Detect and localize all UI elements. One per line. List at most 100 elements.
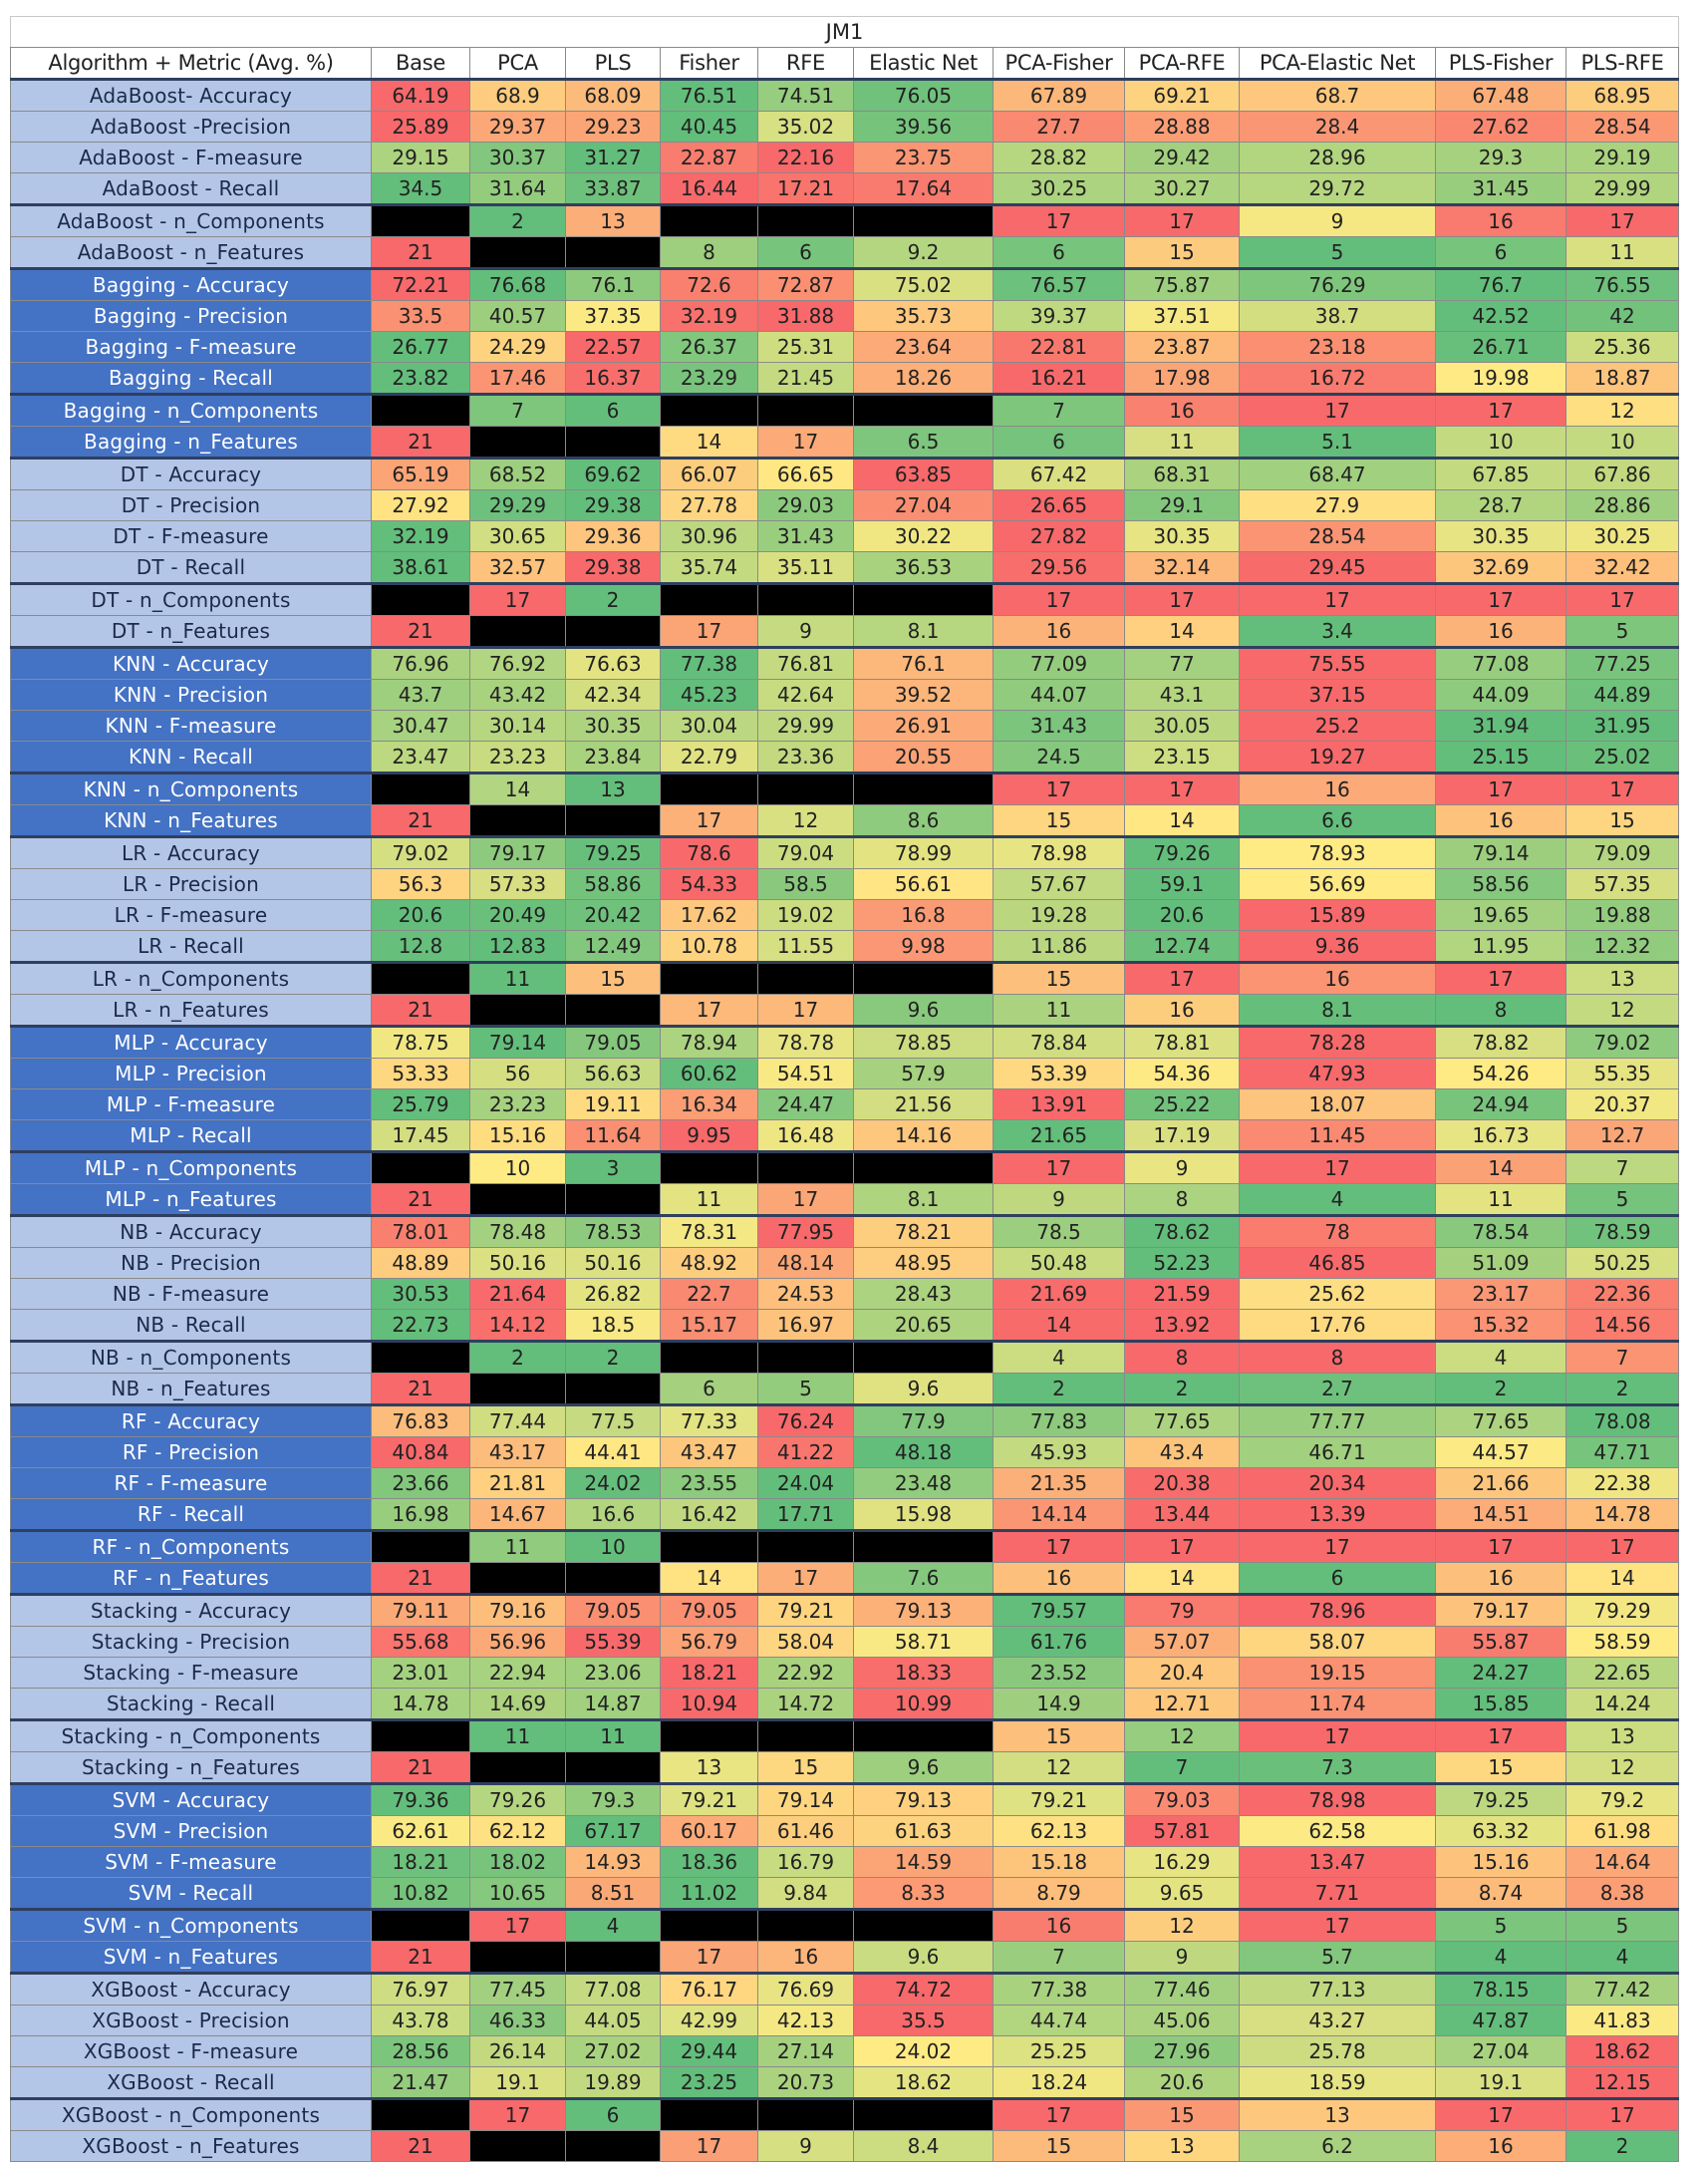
value-cell: 16.79 [757, 1846, 854, 1878]
value-cell: 79.25 [1435, 1782, 1566, 1816]
value-cell: 17 [993, 2097, 1125, 2131]
value-cell: 11.02 [660, 1877, 758, 1910]
value-cell: 30.14 [469, 710, 566, 742]
value-cell: 21.65 [993, 1119, 1125, 1152]
title-row: JM1 [10, 16, 1679, 48]
value-cell: 14.14 [993, 1498, 1125, 1531]
n-features-row: LR - n_Features 21 17 17 9.6 11 16 8.1 8 12 [10, 994, 1679, 1027]
value-cell: 30.27 [1124, 172, 1240, 205]
value-cell: 47.87 [1435, 2005, 1566, 2036]
value-cell: 17 [1124, 1529, 1240, 1563]
metric-row: SVM - F-measure 18.21 18.02 14.93 18.36 16.79… [10, 1846, 1679, 1878]
n-features-row: MLP - n_Features 21 11 17 8.1 9 8 4 11 5 [10, 1183, 1679, 1216]
metric-row: Stacking - Accuracy 79.11 79.16 79.05 79.05 7… [10, 1593, 1679, 1627]
value-cell: 30.96 [660, 520, 758, 552]
value-cell: 25.62 [1239, 1278, 1436, 1310]
value-cell: 7 [993, 393, 1125, 427]
value-cell: 11.86 [993, 930, 1125, 963]
value-cell: 16 [1435, 2130, 1566, 2162]
value-cell: 67.89 [993, 78, 1125, 112]
value-cell: 29.44 [660, 2035, 758, 2067]
value-cell: 35.74 [660, 551, 758, 584]
value-cell: 23.64 [853, 331, 994, 363]
value-cell: 6 [565, 2097, 661, 2131]
value-cell: 25.02 [1566, 741, 1679, 773]
empty-cell [660, 1718, 758, 1752]
value-cell: 77 [1124, 646, 1240, 680]
empty-cell [757, 772, 854, 805]
value-cell: 55.68 [371, 1626, 470, 1658]
value-cell: 5 [1566, 1908, 1679, 1942]
metric-row: Bagging - F-measure 26.77 24.29 22.57 26.37 2… [10, 331, 1679, 363]
value-cell: 15 [565, 961, 661, 995]
value-cell: 16 [1239, 961, 1436, 995]
value-cell: 5.7 [1239, 1941, 1436, 1974]
value-cell: 57.33 [469, 868, 566, 900]
value-cell: 68.9 [469, 78, 566, 112]
value-cell: 25.89 [371, 111, 470, 143]
empty-cell [660, 1340, 758, 1374]
value-cell: 22.94 [469, 1657, 566, 1689]
row-label: Stacking - Recall [10, 1688, 372, 1720]
value-cell: 30.37 [469, 142, 566, 173]
value-cell: 17 [993, 1150, 1125, 1184]
value-cell: 40.57 [469, 300, 566, 332]
value-cell: 30.35 [565, 710, 661, 742]
column-header: PCA-Elastic Net [1239, 47, 1436, 80]
value-cell: 9 [757, 2130, 854, 2162]
empty-cell [757, 1718, 854, 1752]
value-cell: 23.87 [1124, 331, 1240, 363]
value-cell: 23.84 [565, 741, 661, 773]
value-cell: 8.1 [853, 615, 994, 648]
value-cell: 56.3 [371, 868, 470, 900]
value-cell: 20.6 [1124, 2066, 1240, 2099]
value-cell: 11 [1435, 1183, 1566, 1216]
empty-cell [371, 203, 470, 237]
n-features-row: SVM - n_Features 21 17 16 9.6 7 9 5.7 4 4 [10, 1941, 1679, 1974]
empty-cell [565, 1751, 661, 1784]
row-label: LR - n_Features [10, 994, 372, 1027]
value-cell: 20.65 [853, 1309, 994, 1342]
n-components-row: NB - n_Components 2 2 4 8 8 4 7 [10, 1340, 1679, 1374]
row-label: RF - F-measure [10, 1467, 372, 1499]
value-cell: 11 [1124, 426, 1240, 459]
value-cell: 78.59 [1566, 1214, 1679, 1248]
value-cell: 12 [1566, 393, 1679, 427]
value-cell: 8 [1239, 1340, 1436, 1374]
value-cell: 67.48 [1435, 78, 1566, 112]
value-cell: 43.78 [371, 2005, 470, 2036]
row-label: DT - F-measure [10, 520, 372, 552]
value-cell: 5 [1566, 1183, 1679, 1216]
value-cell: 17.21 [757, 172, 854, 205]
n-components-row: KNN - n_Components 14 13 17 17 16 17 17 [10, 772, 1679, 805]
value-cell: 17 [1566, 582, 1679, 616]
value-cell: 79.26 [469, 1782, 566, 1816]
value-cell: 30.05 [1124, 710, 1240, 742]
value-cell: 10 [1435, 426, 1566, 459]
empty-cell [565, 615, 661, 648]
value-cell: 39.56 [853, 111, 994, 143]
metric-row: Stacking - Precision 55.68 56.96 55.39 56.79… [10, 1626, 1679, 1658]
value-cell: 27.02 [565, 2035, 661, 2067]
value-cell: 9.6 [853, 1941, 994, 1974]
empty-cell [757, 1529, 854, 1563]
value-cell: 62.13 [993, 1815, 1125, 1847]
value-cell: 24.02 [853, 2035, 994, 2067]
row-label: NB - n_Features [10, 1373, 372, 1405]
value-cell: 23.15 [1124, 741, 1240, 773]
value-cell: 23.29 [660, 362, 758, 395]
value-cell: 68.52 [469, 457, 566, 490]
value-cell: 11 [565, 1718, 661, 1752]
value-cell: 12.8 [371, 930, 470, 963]
value-cell: 77.65 [1124, 1403, 1240, 1437]
value-cell: 17 [660, 2130, 758, 2162]
value-cell: 13 [1239, 2097, 1436, 2131]
metric-row: LR - Accuracy 79.02 79.17 79.25 78.6 79.04 78.… [10, 835, 1679, 869]
value-cell: 23.25 [660, 2066, 758, 2099]
value-cell: 56.61 [853, 868, 994, 900]
row-label: XGBoost - Accuracy [10, 1972, 372, 2006]
value-cell: 3 [565, 1150, 661, 1184]
row-label: SVM - Precision [10, 1815, 372, 1847]
row-label: DT - Accuracy [10, 457, 372, 490]
value-cell: 14 [469, 772, 566, 805]
